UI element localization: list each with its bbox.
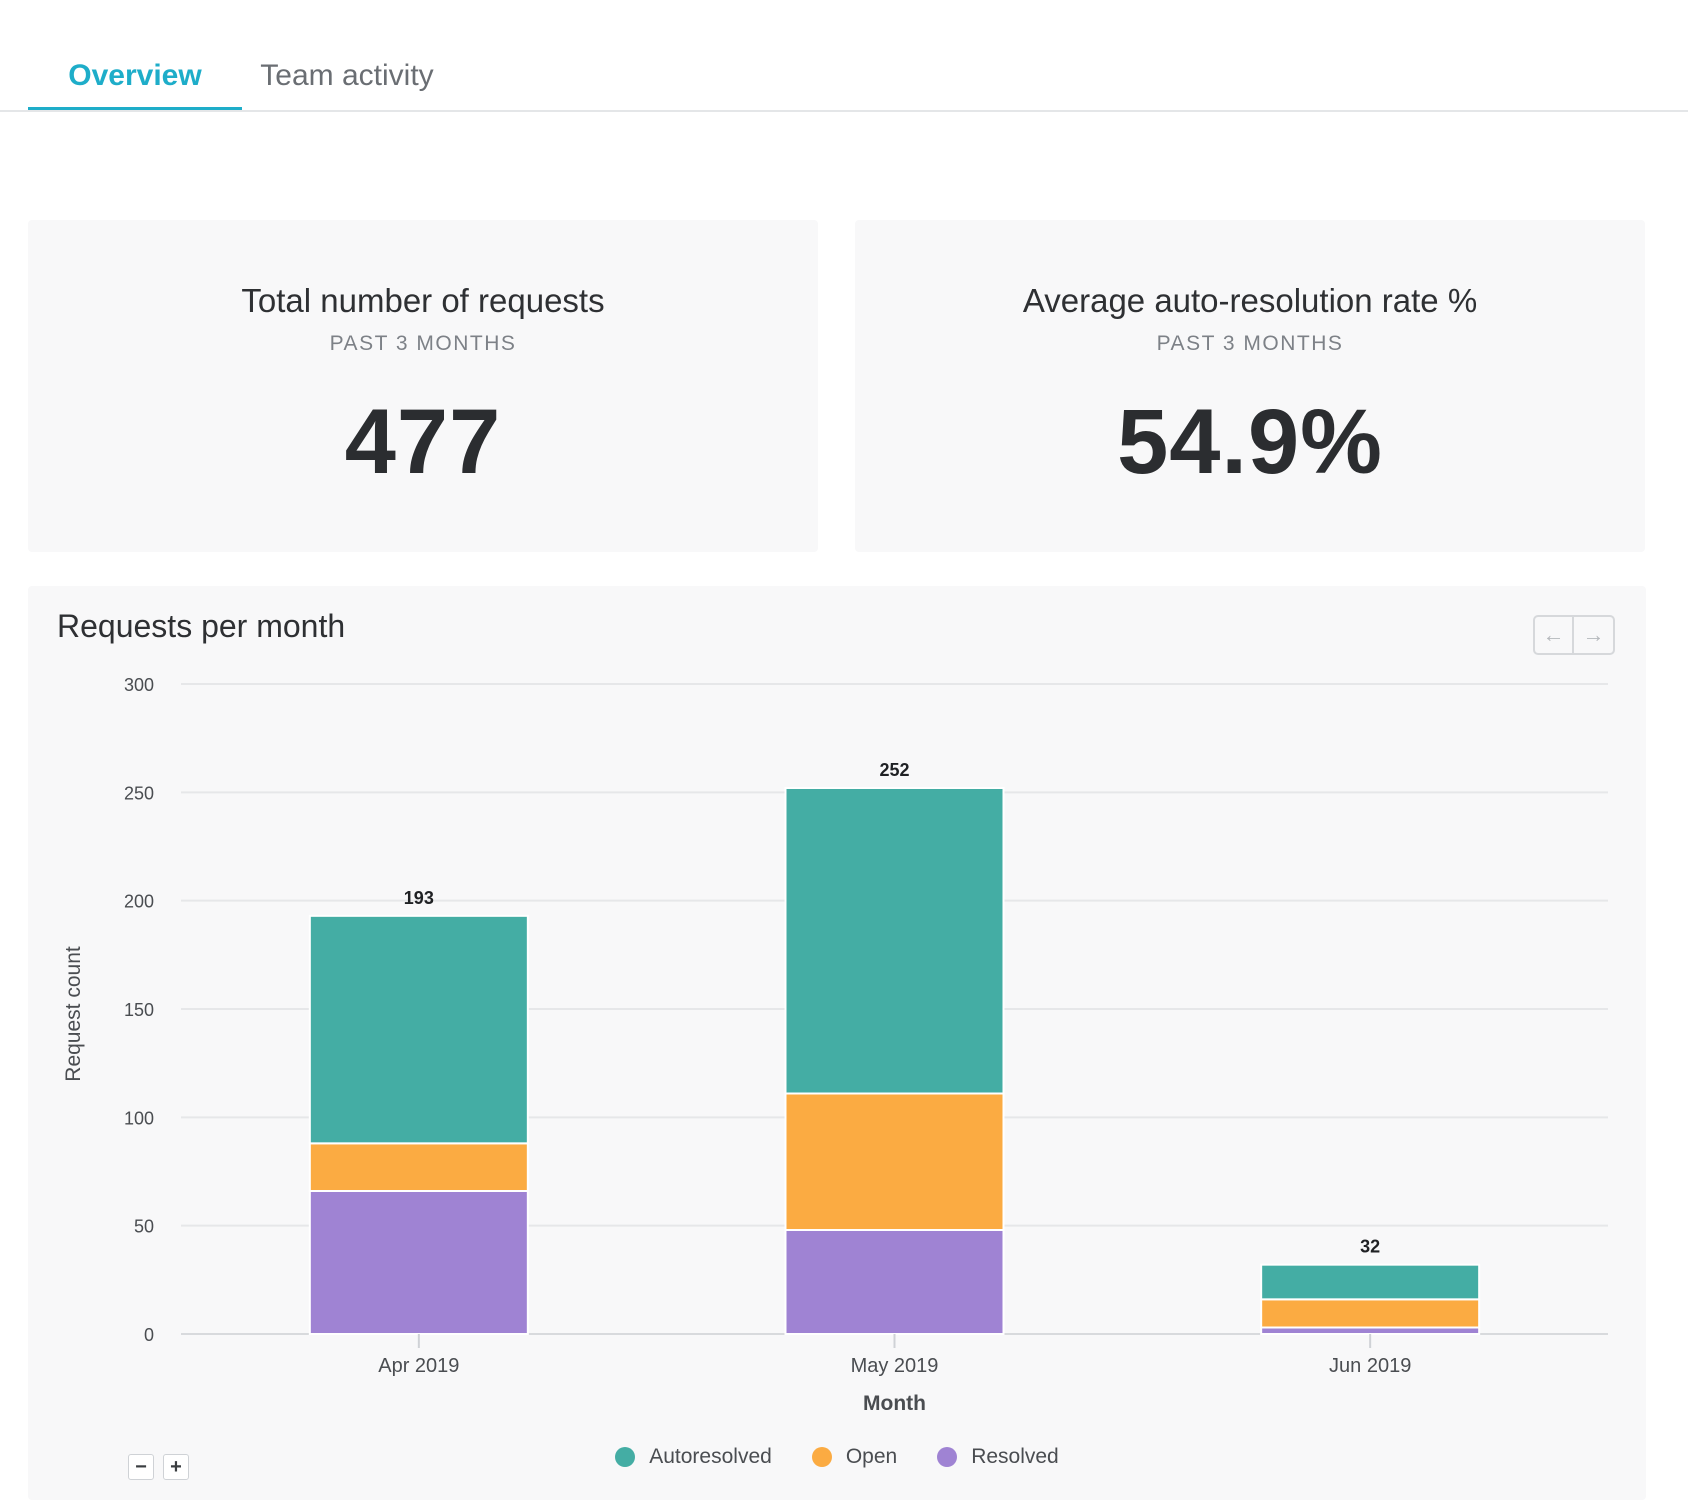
x-tick-label: Apr 2019 (378, 1355, 459, 1377)
y-axis-label: Request count (62, 946, 85, 1082)
tab-team-activity[interactable]: Team activity (260, 59, 434, 92)
kpi-title: Total number of requests (241, 282, 605, 319)
stacked-bar-chart: 0 50 100 150 200 250 300 Request count Month 193 A… (62, 675, 1608, 1415)
prev-period-button[interactable]: ← (1535, 617, 1574, 653)
zoom-out-button[interactable]: − (128, 1454, 154, 1480)
kpi-subtitle: PAST 3 MONTHS (1156, 332, 1344, 355)
zoom-in-button[interactable]: + (163, 1454, 189, 1480)
bar-total-label: 32 (1360, 1237, 1380, 1257)
legend-label: Autoresolved (649, 1445, 772, 1468)
chart-title: Requests per month (57, 608, 346, 644)
legend-swatch (937, 1447, 958, 1467)
chart-legend: Autoresolved Open Resolved (28, 1442, 1646, 1472)
bar-segment-autoresolved (784, 787, 1005, 1095)
x-tick-label: May 2019 (851, 1355, 939, 1377)
chart-nav-buttons: ← → (1533, 615, 1615, 655)
y-tick-label: 250 (124, 783, 154, 803)
next-period-button[interactable]: → (1574, 617, 1613, 653)
kpi-title: Average auto-resolution rate % (1022, 282, 1478, 319)
bar-segment-resolved (784, 1229, 1005, 1335)
legend-item-open[interactable]: Open (811, 1445, 898, 1469)
kpi-subtitle: PAST 3 MONTHS (329, 332, 517, 355)
bar-segment-resolved (308, 1190, 529, 1335)
y-tick-label: 150 (124, 1000, 154, 1020)
bar-segment-open (308, 1142, 529, 1192)
bar-total-label: 193 (404, 888, 434, 908)
legend-item-resolved[interactable]: Resolved (937, 1445, 1059, 1469)
tab-overview[interactable]: Overview (28, 54, 242, 110)
bar-segment-autoresolved (1260, 1263, 1481, 1301)
minus-icon: − (135, 1456, 147, 1478)
arrow-right-icon: → (1582, 622, 1605, 647)
tab-bar: Overview Team activity (0, 0, 1688, 112)
plus-icon: + (170, 1456, 182, 1478)
x-tick-label: Jun 2019 (1329, 1355, 1411, 1377)
bar-total-label: 252 (879, 760, 909, 780)
kpi-card-auto-resolution-rate: Average auto-resolution rate % PAST 3 MO… (855, 220, 1645, 552)
kpi-value: 54.9% (1117, 391, 1383, 493)
kpi-value: 477 (344, 391, 502, 493)
y-tick-label: 100 (124, 1108, 154, 1128)
y-tick-label: 300 (124, 675, 154, 695)
y-tick-label: 0 (144, 1325, 154, 1345)
legend-swatch (811, 1447, 832, 1467)
legend-item-autoresolved[interactable]: Autoresolved (615, 1445, 772, 1469)
y-tick-label: 200 (124, 892, 154, 912)
kpi-card-total-requests: Total number of requests PAST 3 MONTHS 4… (28, 220, 818, 552)
bar-segment-open (1260, 1298, 1481, 1329)
legend-label: Resolved (971, 1445, 1059, 1468)
x-axis-label: Month (863, 1392, 926, 1415)
bar-segment-autoresolved (308, 914, 529, 1145)
arrow-left-icon: ← (1542, 622, 1565, 647)
y-tick-label: 50 (134, 1217, 154, 1237)
legend-label: Open (845, 1445, 898, 1468)
bar-segment-open (784, 1092, 1005, 1231)
chart-card-requests-per-month: Requests per month ← → 0 50 100 150 200 250 30… (28, 586, 1646, 1500)
legend-swatch (615, 1447, 636, 1467)
